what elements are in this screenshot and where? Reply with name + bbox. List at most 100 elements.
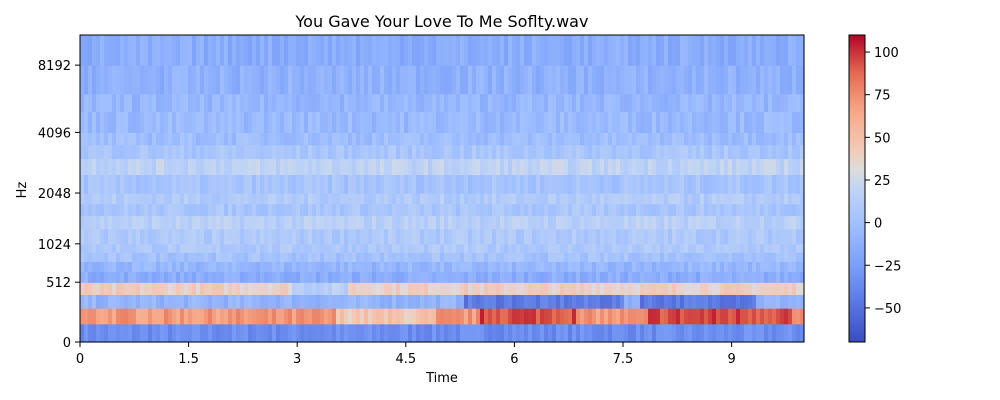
heatmap-cell bbox=[664, 93, 669, 112]
heatmap-cell bbox=[788, 323, 793, 343]
heatmap-cell bbox=[336, 294, 341, 309]
heatmap-cell bbox=[416, 294, 421, 309]
heatmap-cell bbox=[192, 323, 197, 343]
heatmap-cell bbox=[536, 193, 541, 205]
heatmap-cell bbox=[800, 215, 805, 230]
heatmap-cell bbox=[576, 228, 581, 245]
heatmap-cell bbox=[508, 228, 513, 245]
heatmap-cell bbox=[184, 308, 189, 325]
heatmap-cell bbox=[304, 271, 309, 283]
heatmap-cell bbox=[612, 174, 617, 194]
heatmap-cell bbox=[432, 308, 437, 325]
heatmap-cell bbox=[572, 144, 577, 160]
heatmap-cell bbox=[728, 174, 733, 194]
heatmap-cell bbox=[144, 261, 149, 272]
heatmap-cell bbox=[628, 174, 633, 194]
heatmap-cell bbox=[716, 203, 721, 217]
heatmap-cell bbox=[104, 282, 109, 295]
heatmap-cell bbox=[468, 323, 473, 343]
heatmap-cell bbox=[172, 294, 177, 309]
heatmap-cell bbox=[688, 215, 693, 230]
heatmap-cell bbox=[388, 271, 393, 283]
heatmap-cell bbox=[100, 144, 105, 160]
heatmap-cell bbox=[264, 193, 269, 205]
heatmap-cell bbox=[732, 65, 737, 95]
heatmap-cell bbox=[516, 323, 521, 343]
heatmap-cell bbox=[552, 203, 557, 217]
heatmap-cell bbox=[692, 294, 697, 309]
heatmap-cell bbox=[216, 308, 221, 325]
heatmap-cell bbox=[108, 93, 113, 112]
heatmap-cell bbox=[416, 144, 421, 160]
heatmap-cell bbox=[144, 111, 149, 133]
heatmap-cell bbox=[724, 203, 729, 217]
heatmap-cell bbox=[120, 308, 125, 325]
heatmap-cell bbox=[456, 261, 461, 272]
heatmap-cell bbox=[156, 93, 161, 112]
heatmap-cell bbox=[316, 144, 321, 160]
heatmap-cell bbox=[156, 308, 161, 325]
heatmap-cell bbox=[384, 323, 389, 343]
heatmap-cell bbox=[412, 228, 417, 245]
heatmap-cell bbox=[492, 193, 497, 205]
heatmap-cell bbox=[380, 308, 385, 325]
heatmap-cell bbox=[716, 294, 721, 309]
heatmap-cell bbox=[592, 111, 597, 133]
heatmap-cell bbox=[788, 193, 793, 205]
heatmap-cell bbox=[432, 144, 437, 160]
heatmap-cell bbox=[576, 203, 581, 217]
heatmap-cell bbox=[352, 203, 357, 217]
heatmap-cell bbox=[800, 252, 805, 262]
heatmap-cell bbox=[436, 111, 441, 133]
heatmap-cell bbox=[428, 144, 433, 160]
heatmap-cell bbox=[80, 111, 85, 133]
heatmap-cell bbox=[480, 174, 485, 194]
heatmap-cell bbox=[708, 35, 713, 66]
heatmap-cell bbox=[652, 271, 657, 283]
heatmap-cell bbox=[460, 132, 465, 146]
heatmap-cell bbox=[544, 228, 549, 245]
heatmap-cell bbox=[216, 203, 221, 217]
heatmap-cell bbox=[132, 282, 137, 295]
heatmap-cell bbox=[364, 228, 369, 245]
heatmap-cell bbox=[504, 282, 509, 295]
heatmap-cell bbox=[740, 282, 745, 295]
heatmap-cell bbox=[656, 158, 661, 176]
heatmap-cell bbox=[568, 132, 573, 146]
heatmap-cell bbox=[140, 111, 145, 133]
heatmap-cell bbox=[492, 243, 497, 253]
heatmap-cell bbox=[644, 252, 649, 262]
heatmap-cell bbox=[660, 203, 665, 217]
heatmap-cell bbox=[88, 271, 93, 283]
heatmap-cell bbox=[576, 174, 581, 194]
heatmap-cell bbox=[388, 203, 393, 217]
heatmap-cell bbox=[576, 294, 581, 309]
x-tick-label: 6 bbox=[510, 352, 518, 367]
heatmap-cell bbox=[364, 294, 369, 309]
heatmap-cell bbox=[536, 144, 541, 160]
heatmap-cell bbox=[752, 308, 757, 325]
heatmap-cell bbox=[528, 323, 533, 343]
heatmap-cell bbox=[256, 215, 261, 230]
heatmap-cell bbox=[200, 111, 205, 133]
heatmap-cell bbox=[472, 228, 477, 245]
heatmap-cell bbox=[200, 252, 205, 262]
heatmap-cell bbox=[460, 294, 465, 309]
heatmap-cell bbox=[328, 174, 333, 194]
heatmap-cell bbox=[756, 228, 761, 245]
heatmap-cell bbox=[668, 308, 673, 325]
heatmap-cell bbox=[744, 308, 749, 325]
heatmap-cell bbox=[156, 252, 161, 262]
heatmap-cell bbox=[368, 144, 373, 160]
heatmap-cell bbox=[328, 308, 333, 325]
heatmap-cell bbox=[628, 261, 633, 272]
heatmap-cell bbox=[556, 323, 561, 343]
heatmap-cell bbox=[416, 158, 421, 176]
heatmap-cell bbox=[456, 35, 461, 66]
heatmap-cell bbox=[700, 158, 705, 176]
heatmap-cell bbox=[712, 203, 717, 217]
heatmap-cell bbox=[796, 144, 801, 160]
heatmap-cell bbox=[480, 215, 485, 230]
heatmap-cell bbox=[496, 243, 501, 253]
heatmap-cell bbox=[376, 35, 381, 66]
